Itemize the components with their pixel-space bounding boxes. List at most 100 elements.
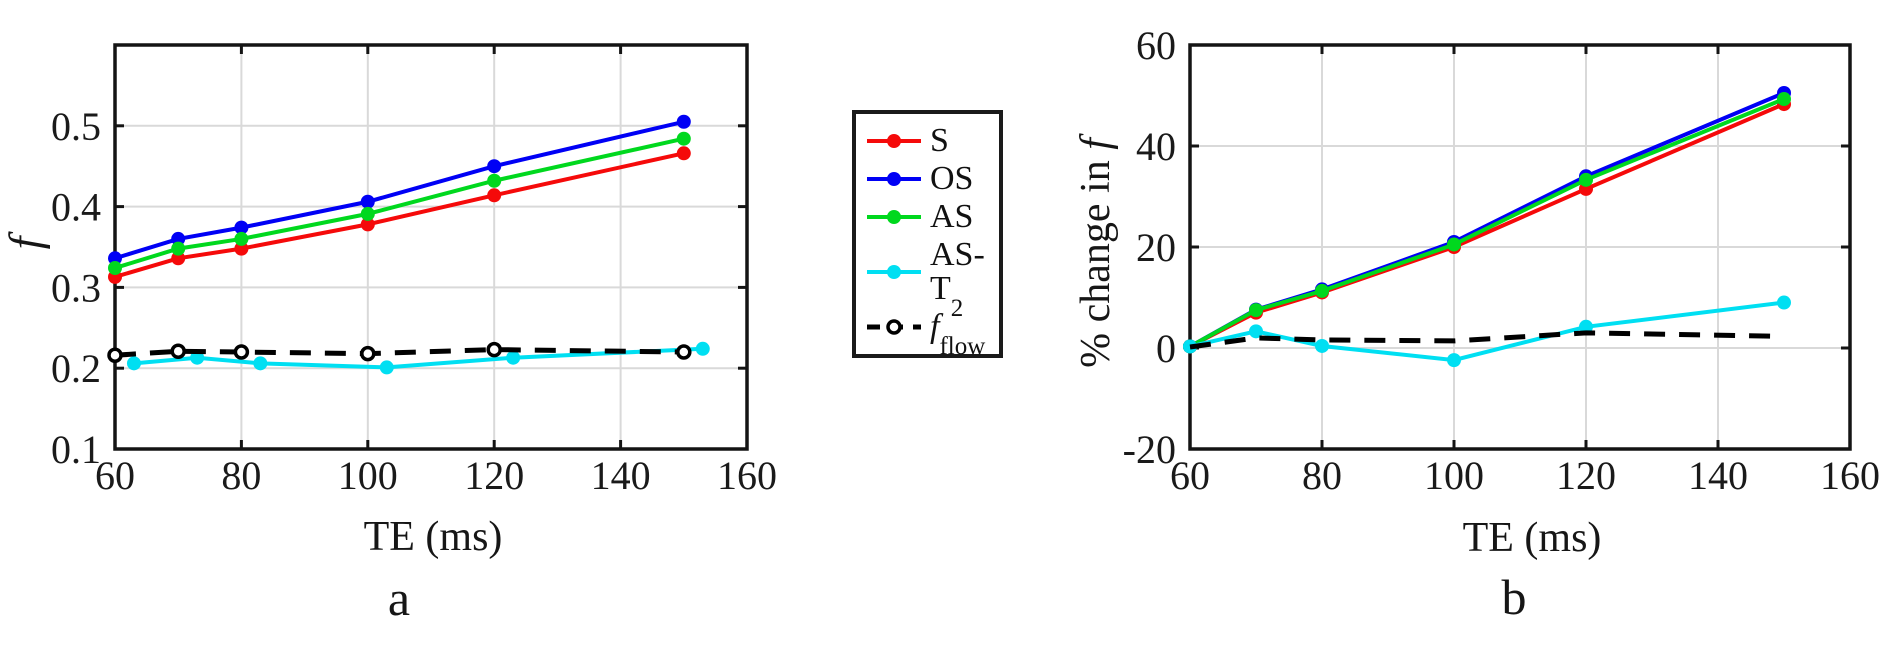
series-line-AS [114,136,685,270]
series-line-AS-T2 [1189,300,1785,363]
plot-b-x-axis-label: TE (ms) [1462,515,1602,561]
marker-AS [108,261,122,276]
series-line-f_flow [114,347,684,358]
legend-item-label: AS [930,198,974,235]
legend-line-swatch [867,319,921,335]
plot-a-y-axis-label-text: f [0,236,51,250]
legend-line-swatch [867,172,921,186]
y-tick-label: 0 [1156,326,1176,371]
legend-item-label: OS [930,160,974,197]
legend-item-label-subscript: flow [939,332,986,360]
plot-a-caption: a [387,570,411,626]
marker-AS-T2 [506,350,521,365]
marker-AS [1579,172,1593,187]
marker-f_flow [486,341,502,358]
legend-line-swatch [867,265,921,279]
legend-marker [887,134,901,148]
marker-AS-T2 [190,350,205,365]
marker-AS [1777,92,1791,107]
x-tick-label: 120 [464,453,524,498]
x-tick-label: 80 [1302,453,1342,498]
y-tick-label: 0.5 [51,104,101,149]
marker-AS-T2 [1447,353,1461,368]
x-tick-label: 160 [1820,453,1880,498]
marker-AS-T2 [1579,319,1593,334]
legend-marker [887,172,901,186]
marker-f_flow [360,345,376,362]
marker-AS-T2 [695,341,710,356]
marker-AS-T2 [1315,338,1329,353]
series-line-AS [1189,97,1785,349]
y-tick-label: 0.2 [51,346,101,391]
series-line-OS [114,119,685,261]
x-tick-label: 100 [338,453,398,498]
marker-S [360,217,375,232]
marker-AS [234,231,249,246]
marker-S [676,146,691,161]
legend-item-s: S [866,124,995,158]
marker-f_flow [676,344,692,360]
series-line-f_flow [1189,330,1785,350]
plot-a: 60 80 100 120 140 160 0.1 0.2 0.3 0.4 0.5 [51,43,777,498]
marker-AS [171,241,186,256]
y-tick-label: 20 [1136,225,1176,270]
plot-b: 60 80 100 120 140 160 -20 0 20 40 60 [1123,23,1880,498]
series-line-AS-T2 [133,346,703,370]
marker-S [487,188,502,203]
marker-S [234,241,249,256]
marker-f_flow [107,347,123,364]
x-tick-label: 140 [591,453,651,498]
marker-AS-T2 [1249,324,1263,339]
legend-item-label: AS-T2 [930,236,985,322]
y-tick-label: 40 [1136,124,1176,169]
plot-a-x-axis-label: TE (ms) [363,514,503,560]
plot-b-caption: b [1501,569,1527,625]
marker-S [171,251,186,266]
y-tick-label: 60 [1136,23,1176,68]
x-tick-label: 60 [95,453,135,498]
y-tick-label: 0.4 [51,185,101,230]
marker-f_flow [170,343,186,359]
marker-AS [1249,303,1263,318]
y-tick-label: -20 [1123,427,1176,472]
y-tick-label: 0.1 [51,427,101,472]
legend-item-f: fflow [866,308,995,360]
axes-box [113,43,749,451]
marker-OS [487,159,502,174]
series-line-S [114,151,685,279]
marker-OS [676,114,691,129]
x-tick-label: 120 [1556,453,1616,498]
y-tick-label: 0.3 [51,265,101,310]
plot-b-y-axis-label: % change in f [1072,138,1120,368]
marker-AS [676,131,691,146]
plot-b-y-axis-label-variable: f [1073,138,1119,150]
legend-item-os: OS [866,162,995,196]
legend-line-swatch [867,134,921,148]
marker-AS [1447,237,1461,252]
marker-AS-T2 [126,356,141,371]
legend-marker [887,265,901,279]
marker-AS [1315,283,1329,298]
legend-line-swatch [867,210,921,224]
legend: S OS AS AS-T2 fflow [852,110,1003,360]
legend-item-label-subscript: 2 [950,294,964,322]
legend-item-label: S [930,122,949,159]
x-tick-label: 140 [1688,453,1748,498]
marker-f_flow [233,344,250,360]
legend-item-as-t: AS-T2 [866,236,995,322]
x-tick-label: 60 [1170,453,1210,498]
x-tick-label: 100 [1424,453,1484,498]
marker-AS [360,206,375,221]
marker-AS-T2 [1777,295,1791,310]
marker-AS [487,173,502,188]
legend-item-label: fflow [930,308,986,360]
x-tick-label: 80 [221,453,261,498]
marker-AS-T2 [253,356,268,371]
marker-OS [360,194,375,209]
series-line-OS [1189,91,1785,349]
plot-b-y-axis-label-text: % change in [1073,149,1119,368]
legend-marker [886,319,902,335]
marker-OS [234,220,249,235]
